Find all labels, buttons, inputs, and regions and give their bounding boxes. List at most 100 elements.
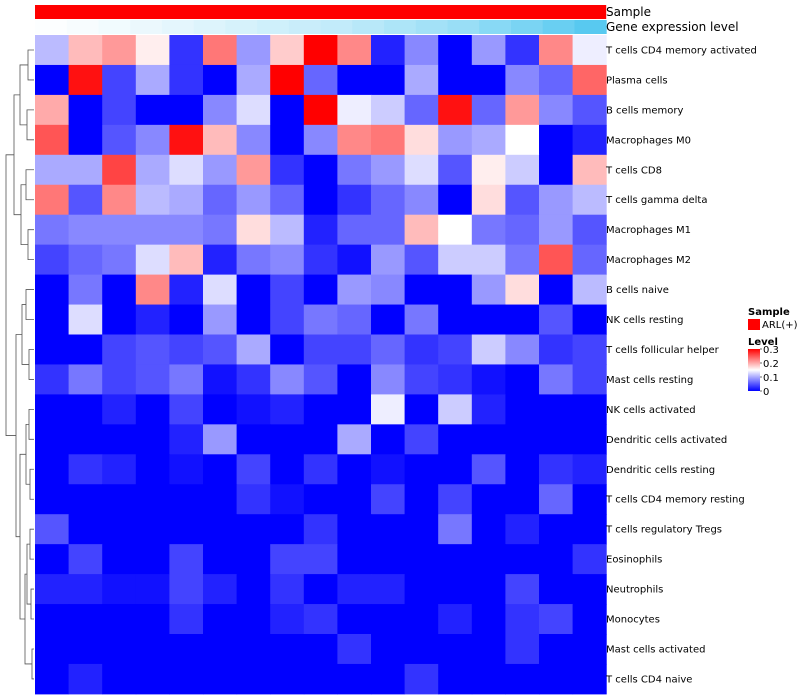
heatmap-cell — [169, 454, 204, 485]
heatmap-cell — [169, 35, 204, 66]
heatmap-cell — [337, 544, 372, 575]
dendrogram-branch — [25, 169, 34, 201]
heatmap-cell — [102, 574, 137, 605]
heatmap-cell — [337, 484, 372, 515]
heatmap-cell — [68, 484, 103, 515]
heatmap-cell — [169, 604, 204, 635]
row-labels: T cells CD4 memory activated Plasma cells… — [605, 46, 757, 686]
heatmap-cell — [371, 35, 406, 66]
heatmap-cell — [203, 364, 238, 395]
heatmap-cell — [303, 574, 338, 605]
heatmap-cell — [438, 574, 473, 605]
heatmap-cell — [135, 274, 170, 306]
row-label: Dendritic cells activated — [606, 435, 727, 446]
heatmap-cell — [471, 544, 506, 575]
gene-expression-cell — [447, 20, 480, 34]
row-label: T cells follicular helper — [605, 345, 720, 356]
heatmap-cell — [35, 484, 70, 515]
gene-expression-annotation-label: Gene expression level — [606, 20, 739, 34]
heatmap-cell — [236, 124, 271, 156]
heatmap-cell — [539, 484, 574, 515]
heatmap-cell — [371, 394, 406, 425]
heatmap-cell — [539, 424, 574, 455]
heatmap-cell — [438, 94, 473, 126]
heatmap-cell — [505, 184, 540, 216]
row-label: Monocytes — [606, 615, 660, 626]
heatmap-cell — [102, 424, 137, 455]
heatmap-cell — [572, 64, 607, 96]
heatmap-cell — [539, 35, 574, 66]
heatmap-cell — [35, 274, 70, 306]
heatmap-cell — [438, 124, 473, 156]
heatmap-cell — [236, 364, 271, 395]
heatmap-cell — [35, 574, 70, 605]
heatmap-cell — [539, 364, 574, 395]
heatmap-cell — [539, 154, 574, 186]
heatmap-cell — [539, 274, 574, 306]
heatmap-cell — [505, 544, 540, 575]
heatmap-cell — [303, 184, 338, 216]
heatmap-cell — [539, 663, 574, 695]
row-label: T cells CD8 — [605, 165, 662, 176]
heatmap-cell — [35, 94, 70, 126]
heatmap-cell — [203, 634, 238, 665]
row-label: Mast cells resting — [606, 375, 693, 386]
heatmap-cell — [337, 274, 372, 306]
heatmap-cell — [236, 184, 271, 216]
row-label: NK cells resting — [606, 315, 683, 326]
heatmap-cell — [35, 663, 70, 695]
heatmap-cell — [471, 514, 506, 545]
heatmap-cell — [303, 604, 338, 635]
heatmap-cell — [35, 154, 70, 186]
heatmap-cell — [203, 35, 238, 66]
heatmap-cell — [539, 454, 574, 485]
heatmap-cell — [203, 244, 238, 276]
heatmap-cell — [404, 214, 439, 246]
heatmap-cell — [438, 364, 473, 395]
heatmap-cell — [203, 184, 238, 216]
heatmap-cell — [337, 304, 372, 335]
heatmap-cell — [135, 64, 170, 96]
heatmap-cell — [371, 214, 406, 246]
heatmap-cell — [539, 64, 574, 96]
heatmap-cell — [303, 124, 338, 156]
heatmap-cell — [371, 514, 406, 545]
heatmap-cell — [438, 35, 473, 66]
row-label: T cells CD4 memory resting — [605, 495, 745, 506]
heatmap-cell — [303, 244, 338, 276]
heatmap-cell — [68, 574, 103, 605]
heatmap-cell — [68, 663, 103, 695]
heatmap-cell — [135, 124, 170, 156]
heatmap-cell — [68, 454, 103, 485]
heatmap-cell — [438, 184, 473, 216]
heatmap-cell — [236, 424, 271, 455]
heatmap-cell — [471, 574, 506, 605]
heatmap-cell — [169, 364, 204, 395]
gene-expression-cell — [415, 20, 449, 34]
row-label: Macrophages M0 — [606, 135, 691, 146]
gene-expression-cell — [35, 20, 68, 34]
heatmap-cell — [203, 544, 238, 575]
heatmap-cell — [505, 214, 540, 246]
heatmap-cell — [102, 64, 137, 96]
heatmap-cell — [404, 304, 439, 335]
heatmap-cell — [505, 364, 540, 395]
gene-expression-cell — [130, 20, 163, 34]
heatmap-cell — [471, 35, 506, 66]
heatmap-cell — [539, 244, 574, 276]
heatmap-cell — [203, 484, 238, 515]
heatmap-cell — [236, 394, 271, 425]
heatmap-cell — [303, 274, 338, 306]
heatmap-cell — [371, 574, 406, 605]
heatmap-cell — [404, 544, 439, 575]
heatmap-cell — [505, 334, 540, 365]
row-label: Macrophages M1 — [606, 225, 691, 236]
heatmap-cell — [270, 663, 305, 695]
heatmap-cell — [35, 604, 70, 635]
heatmap-cell — [68, 424, 103, 455]
heatmap-cell — [337, 124, 372, 156]
heatmap-cell — [505, 604, 540, 635]
heatmap-cell — [203, 454, 238, 485]
heatmap-cell — [35, 214, 70, 246]
heatmap-cell — [270, 514, 305, 545]
